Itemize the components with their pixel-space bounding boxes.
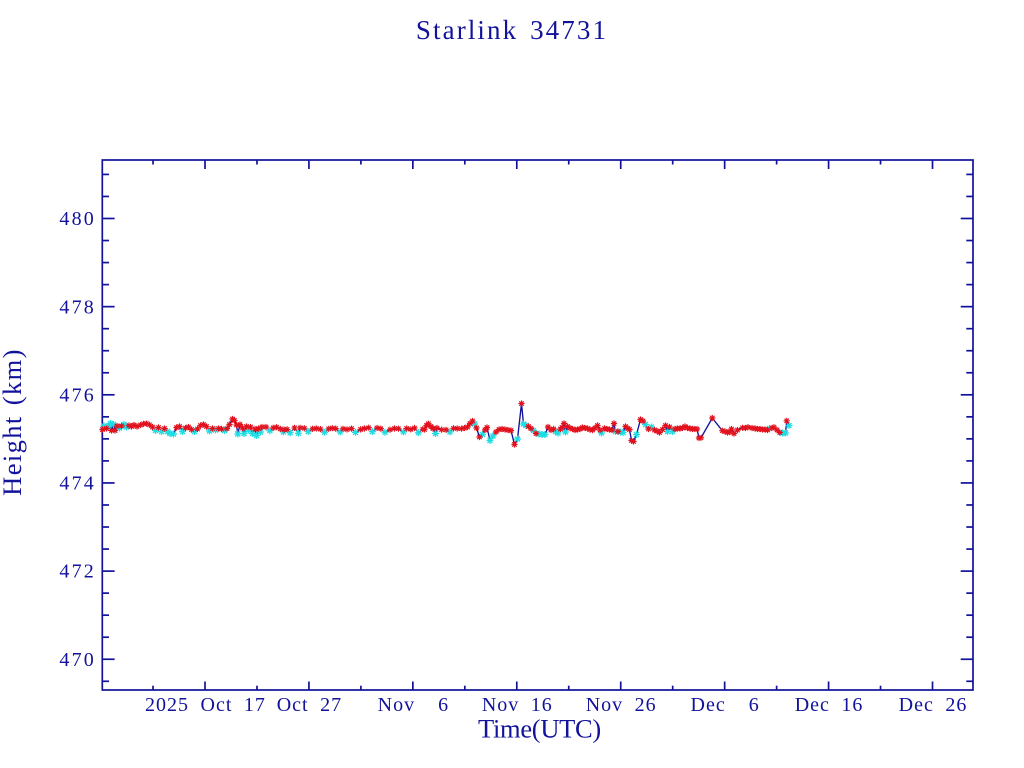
svg-text:472: 472	[59, 561, 96, 583]
svg-text:Nov 16: Nov 16	[482, 694, 553, 716]
svg-text:Dec 26: Dec 26	[899, 694, 968, 716]
svg-text:Nov 6: Nov 6	[378, 694, 449, 716]
svg-text:478: 478	[59, 296, 96, 318]
svg-text:Dec 6: Dec 6	[691, 694, 760, 716]
svg-text:2025 Oct 17: 2025 Oct 17	[145, 694, 266, 716]
svg-text:476: 476	[59, 384, 96, 406]
svg-text:Dec 16: Dec 16	[795, 694, 864, 716]
svg-text:Height (km): Height (km)	[0, 348, 27, 496]
svg-text:480: 480	[59, 208, 96, 230]
svg-text:Starlink 34731: Starlink 34731	[416, 15, 608, 45]
svg-text:470: 470	[59, 649, 96, 671]
svg-text:Time(UTC): Time(UTC)	[478, 714, 601, 744]
svg-text:Nov 26: Nov 26	[586, 694, 657, 716]
svg-text:Oct 27: Oct 27	[277, 694, 342, 716]
svg-text:474: 474	[59, 473, 96, 495]
